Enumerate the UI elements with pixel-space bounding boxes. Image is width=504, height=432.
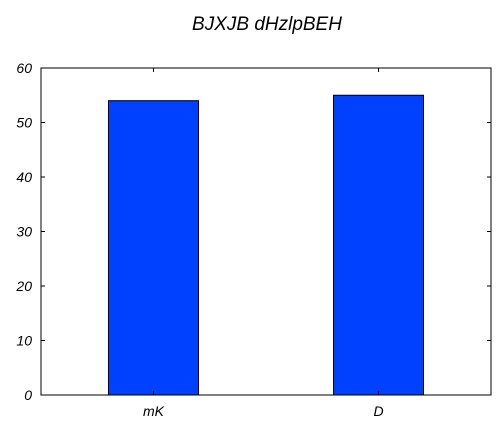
- x-tick-label: D: [373, 403, 383, 419]
- chart-title: BJXJB dHzlpBEH: [192, 14, 342, 35]
- bar-D: [333, 94, 424, 396]
- y-tick-label: 50: [16, 115, 32, 131]
- x-axis: mK D: [143, 68, 384, 419]
- plot-frame: [40, 67, 492, 396]
- bar-mK: [108, 100, 199, 396]
- y-tick-label: 40: [16, 169, 32, 185]
- y-tick-label: 60: [16, 60, 32, 76]
- y-axis: 0 10 20 30 40 50 60: [15, 60, 491, 403]
- y-tick-label: 10: [16, 333, 32, 349]
- y-tick-label: 30: [16, 224, 32, 240]
- y-tick-label: 20: [15, 278, 32, 294]
- bars-group: [108, 94, 424, 396]
- x-tick-label: mK: [143, 403, 165, 419]
- y-tick-label: 0: [24, 387, 32, 403]
